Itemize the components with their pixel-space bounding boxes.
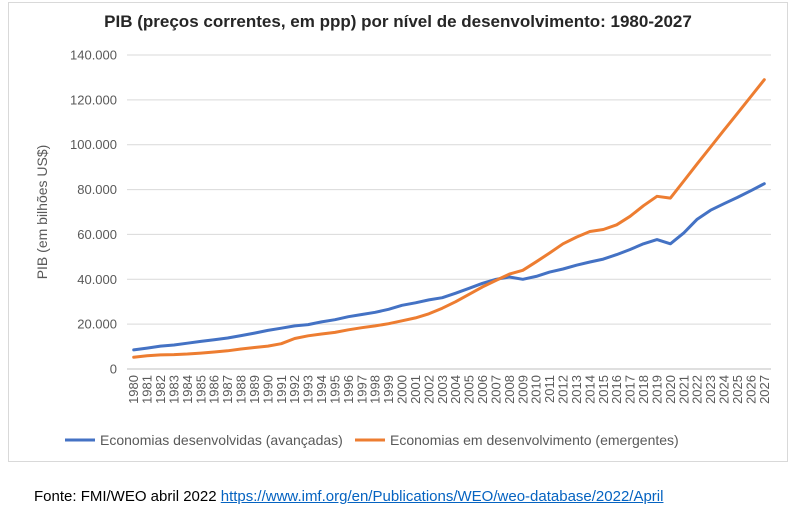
x-tick-label: 1980 xyxy=(126,375,141,404)
x-tick-label: 2018 xyxy=(636,375,651,404)
source-prefix: Fonte: FMI/WEO abril 2022 xyxy=(34,488,217,505)
x-tick-label: 2003 xyxy=(435,375,450,404)
x-tick-label: 1993 xyxy=(301,375,316,404)
x-tick-label: 2025 xyxy=(730,375,745,404)
x-tick-label: 2013 xyxy=(569,375,584,404)
x-tick-label: 2019 xyxy=(649,375,664,404)
x-tick-label: 2004 xyxy=(448,375,463,404)
x-tick-label: 1984 xyxy=(180,375,195,404)
source-link[interactable]: https://www.imf.org/en/Publications/WEO/… xyxy=(220,488,664,505)
x-tick-label: 1988 xyxy=(234,375,249,404)
x-tick-label: 1999 xyxy=(381,375,396,404)
x-axis-ticks: 1980198119821983198419851986198719881989… xyxy=(126,375,772,404)
x-tick-label: 1994 xyxy=(314,375,329,404)
x-tick-label: 2009 xyxy=(515,375,530,404)
y-tick-label: 120.000 xyxy=(70,92,117,107)
chart-frame: PIB (preços correntes, em ppp) por nível… xyxy=(8,2,788,462)
x-tick-label: 1996 xyxy=(341,375,356,404)
series-lines xyxy=(132,78,766,359)
x-tick-label: 1997 xyxy=(354,375,369,404)
x-tick-label: 2001 xyxy=(408,375,423,404)
x-tick-label: 1990 xyxy=(260,375,275,404)
y-tick-label: 0 xyxy=(110,362,117,377)
x-tick-label: 2011 xyxy=(542,375,557,403)
y-tick-label: 80.000 xyxy=(77,182,117,197)
y-axis-ticks: 0 20.000 40.000 60.000 80.000 100.000 120.000 1… xyxy=(70,48,117,377)
x-tick-label: 1987 xyxy=(220,375,235,404)
x-tick-label: 2005 xyxy=(462,375,477,404)
x-tick-label: 1991 xyxy=(274,375,289,404)
series-line-2 xyxy=(132,78,766,359)
y-tick-label: 100.000 xyxy=(70,137,117,152)
legend-label-1: Economias desenvolvidas (avançadas) xyxy=(100,432,343,448)
x-tick-label: 2022 xyxy=(690,375,705,404)
series-line-1 xyxy=(132,182,766,352)
x-tick-label: 2015 xyxy=(596,375,611,404)
x-tick-label: 2023 xyxy=(703,375,718,404)
source-note: Fonte: FMI/WEO abril 2022 https://www.im… xyxy=(34,488,663,505)
x-tick-label: 1998 xyxy=(368,375,383,404)
y-tick-label: 40.000 xyxy=(77,272,117,287)
y-tick-label: 140.000 xyxy=(70,48,117,63)
gridlines xyxy=(127,54,771,370)
chart-title: PIB (preços correntes, em ppp) por nível… xyxy=(104,12,692,31)
x-tick-label: 2010 xyxy=(529,375,544,404)
x-tick-label: 2014 xyxy=(582,375,597,404)
x-tick-label: 2006 xyxy=(475,375,490,404)
x-tick-label: 2000 xyxy=(395,375,410,404)
x-tick-label: 2017 xyxy=(623,375,638,404)
x-tick-label: 2016 xyxy=(609,375,624,404)
x-tick-label: 1989 xyxy=(247,375,262,404)
x-tick-label: 1992 xyxy=(287,375,302,404)
x-tick-label: 1986 xyxy=(207,375,222,404)
x-tick-label: 2021 xyxy=(676,375,691,404)
y-tick-label: 20.000 xyxy=(77,317,117,332)
x-tick-label: 1982 xyxy=(153,375,168,404)
x-tick-label: 2024 xyxy=(717,375,732,404)
x-tick-label: 2012 xyxy=(556,375,571,404)
x-tick-label: 2002 xyxy=(421,375,436,404)
x-tick-label: 1983 xyxy=(166,375,181,404)
x-tick-label: 1985 xyxy=(193,375,208,404)
x-tick-label: 2027 xyxy=(757,375,772,404)
x-tick-label: 2026 xyxy=(743,375,758,404)
x-tick-label: 1995 xyxy=(327,375,342,404)
x-tick-label: 2007 xyxy=(488,375,503,404)
legend: Economias desenvolvidas (avançadas) Econo… xyxy=(65,432,679,448)
legend-label-2: Economias em desenvolvimento (emergentes… xyxy=(390,432,679,448)
y-tick-label: 60.000 xyxy=(77,227,117,242)
x-tick-label: 1981 xyxy=(140,375,155,404)
line-chart: PIB (preços correntes, em ppp) por nível… xyxy=(34,12,772,448)
x-tick-label: 2020 xyxy=(663,375,678,404)
y-axis-title: PIB (em bilhões US$) xyxy=(34,145,50,280)
x-tick-label: 2008 xyxy=(502,375,517,404)
